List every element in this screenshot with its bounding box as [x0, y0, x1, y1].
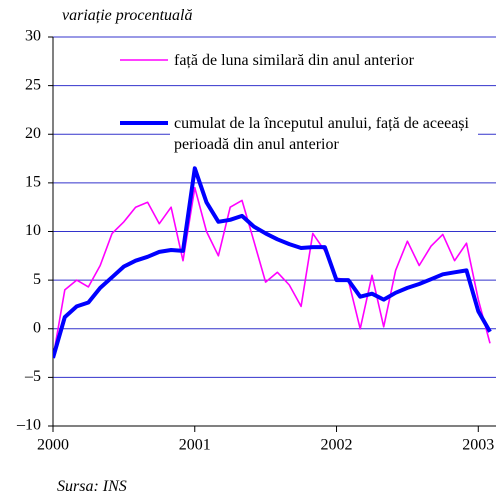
series-line — [53, 166, 492, 359]
y-tick-label: 10 — [25, 222, 41, 239]
x-tick-label: 2002 — [321, 437, 353, 454]
legend-label: cumulat de la începutul anului, față de … — [170, 113, 478, 155]
chart-title: variație procentuală — [62, 5, 199, 26]
y-tick-label: –10 — [16, 417, 41, 434]
y-tick-label: 5 — [33, 271, 41, 288]
y-tick-label: 20 — [25, 125, 41, 142]
series-line — [53, 186, 491, 359]
plot-area — [53, 166, 492, 359]
x-tick-label: 2000 — [37, 437, 69, 454]
source: Sursa: INS — [57, 476, 127, 497]
legend-label: față de luna similară din anul anterior — [170, 50, 418, 71]
y-tick-label: 15 — [25, 174, 41, 191]
x-tick-label: 2001 — [179, 437, 211, 454]
y-tick-label: –5 — [24, 368, 41, 385]
y-tick-label: 25 — [25, 76, 41, 93]
y-tick-label: 30 — [25, 28, 41, 45]
x-tick-label: 2003 — [462, 437, 494, 454]
y-tick-label: 0 — [33, 319, 41, 336]
